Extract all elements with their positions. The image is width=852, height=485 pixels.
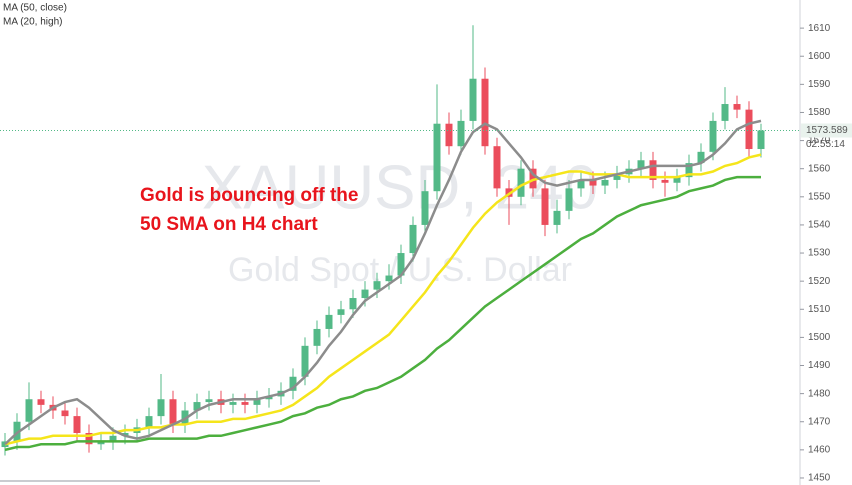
candle-body — [469, 78, 477, 121]
candle-body — [553, 210, 561, 225]
candle-body — [313, 328, 321, 346]
candle-body — [109, 435, 117, 442]
y-tick-label: 1530 — [808, 248, 831, 259]
candle-body — [601, 179, 609, 186]
candle-body — [649, 160, 657, 180]
candle-body — [361, 289, 369, 299]
candle-body — [433, 123, 441, 192]
candle-body — [541, 188, 549, 225]
candle-body — [241, 402, 249, 405]
candle-body — [661, 179, 669, 183]
candle-body — [37, 399, 45, 405]
candle-body — [481, 78, 489, 147]
candle-body — [745, 109, 753, 150]
candle-body — [445, 123, 453, 147]
y-tick-label: 1490 — [808, 360, 831, 371]
candle-body — [721, 104, 729, 121]
y-tick-label: 1540 — [808, 220, 831, 231]
candle-body — [229, 402, 237, 405]
candle-body — [25, 399, 33, 422]
candle-body — [61, 410, 69, 417]
candle-body — [421, 191, 429, 225]
last-price-label: 1573.589 — [806, 125, 848, 136]
candle-body — [169, 399, 177, 425]
y-tick-label: 1590 — [808, 79, 831, 90]
y-tick-label: 1460 — [808, 444, 831, 455]
candle-body — [517, 168, 525, 197]
candle-body — [697, 151, 705, 164]
candle-body — [577, 179, 585, 189]
moving-average-line — [4, 119, 762, 446]
candle-body — [337, 309, 345, 315]
candle-body — [397, 253, 405, 276]
moving-average-line — [4, 175, 761, 452]
y-tick-label: 1480 — [808, 388, 831, 399]
y-tick-label: 1470 — [808, 416, 831, 427]
candle-body — [409, 224, 417, 254]
y-tick-label: 1610 — [808, 23, 831, 34]
y-tick-label: 1580 — [808, 107, 831, 118]
candle-body — [349, 298, 357, 310]
candle-body — [289, 376, 297, 391]
candle-body — [145, 416, 153, 428]
candle-body — [73, 416, 81, 433]
annotation: Gold is bouncing off the — [140, 185, 358, 206]
candle-body — [733, 104, 741, 110]
candle-body — [673, 177, 681, 183]
y-tick-label: 1560 — [808, 163, 831, 174]
candle-body — [685, 163, 693, 178]
candle-body — [121, 432, 129, 436]
y-tick-label: 1500 — [808, 332, 831, 343]
y-tick-label: 1520 — [808, 276, 831, 287]
candle-body — [157, 399, 165, 417]
candle-body — [589, 179, 597, 186]
y-tick-label: 1600 — [808, 51, 831, 62]
y-tick-label: 1550 — [808, 191, 831, 202]
candle-body — [325, 314, 333, 329]
candle-body — [613, 174, 621, 180]
legend-label: MA (20, high) — [3, 17, 62, 28]
candle-body — [193, 402, 201, 411]
candle-body — [637, 160, 645, 169]
moving-average-line — [4, 153, 762, 446]
candle-body — [373, 281, 381, 290]
candle-body — [709, 120, 717, 152]
candle-body — [97, 441, 105, 445]
candle-body — [565, 188, 573, 211]
y-tick-label: 1570 — [808, 135, 831, 146]
candle-body — [757, 130, 765, 150]
y-tick-label: 1510 — [808, 304, 831, 315]
candle-body — [253, 399, 261, 405]
candle-body — [301, 345, 309, 377]
candle-body — [385, 275, 393, 282]
y-tick-label: 1450 — [808, 473, 831, 484]
candle-body — [265, 396, 273, 400]
legend-label: MA (50, close) — [3, 3, 67, 14]
last-price-box — [801, 123, 852, 138]
candle-body — [493, 146, 501, 189]
candle-body — [529, 168, 537, 189]
annotation: 50 SMA on H4 chart — [140, 214, 318, 235]
candle-body — [205, 399, 213, 403]
candle-body — [85, 432, 93, 445]
countdown-label: 02:55:14 — [806, 139, 845, 150]
candle-body — [457, 120, 465, 147]
